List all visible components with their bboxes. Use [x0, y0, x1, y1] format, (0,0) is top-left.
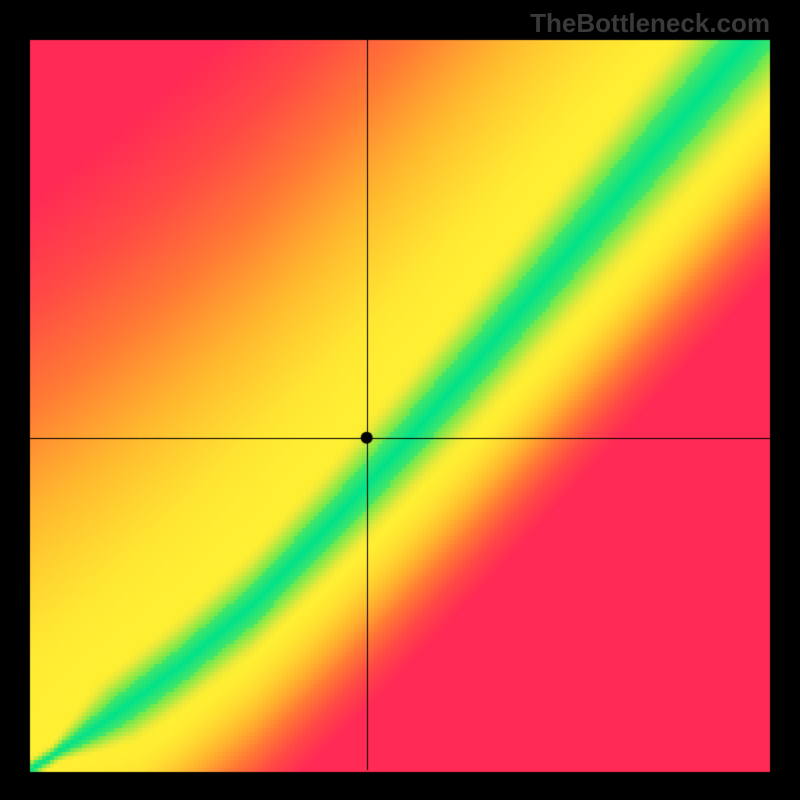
bottleneck-heatmap — [0, 0, 800, 800]
chart-container: TheBottleneck.com — [0, 0, 800, 800]
watermark-text: TheBottleneck.com — [530, 8, 770, 39]
